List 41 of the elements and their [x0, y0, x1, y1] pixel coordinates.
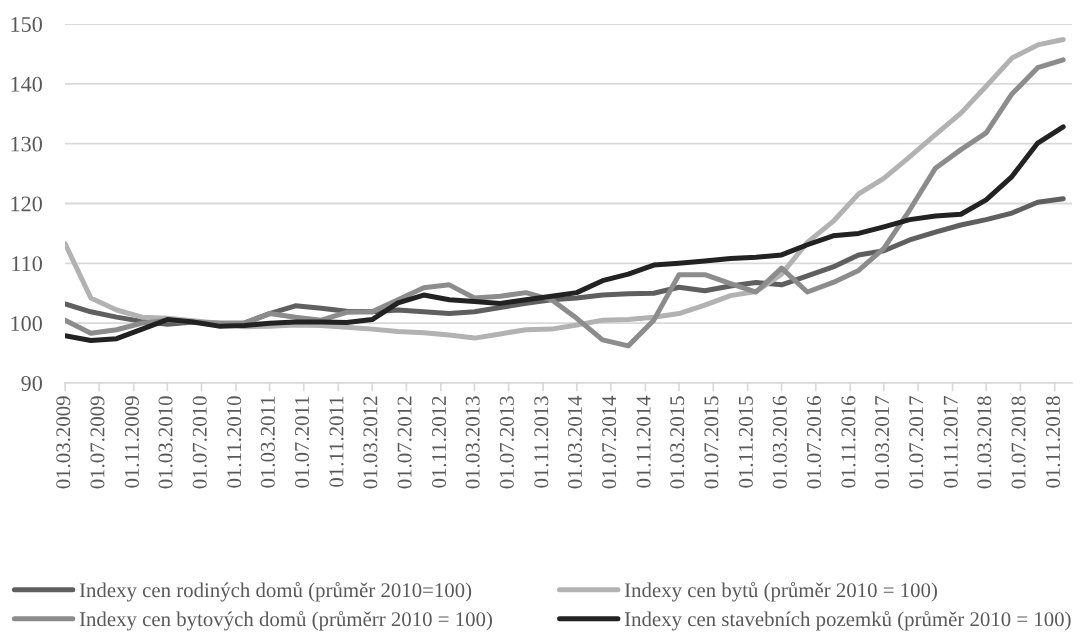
x-tick-label: 01.03.2017 — [875, 396, 890, 489]
x-tick-label: 01.07.2017 — [909, 396, 924, 489]
x-tick-label: 01.03.2009 — [56, 396, 71, 489]
x-tick-label: 01.07.2015 — [704, 396, 719, 489]
x-tick-label: 01.07.2016 — [806, 396, 822, 489]
y-tick-label: 100 — [11, 316, 42, 332]
x-tick-label: 01.11.2013 — [534, 396, 549, 488]
legend-label: Indexy cen bytů (průměr 2010 = 100) — [624, 581, 937, 602]
x-tick-label: 01.03.2015 — [670, 396, 685, 489]
x-tick-label: 01.07.2009 — [90, 396, 105, 489]
x-tick-label: 01.03.2012 — [363, 396, 378, 489]
x-tick-label: 01.11.2011 — [329, 396, 344, 487]
x-tick-label: 01.11.2009 — [124, 396, 140, 488]
x-tick-label: 01.07.2013 — [499, 396, 514, 489]
x-tick-label: 01.03.2010 — [158, 396, 173, 489]
legend-label: Indexy cen rodiných domů (průměr 2010=100) — [79, 581, 472, 602]
y-tick-label: 90 — [21, 375, 42, 391]
x-tick-label: 01.03.2016 — [772, 396, 787, 489]
x-tick-label: 01.03.2018 — [977, 396, 992, 489]
x-tick-label: 01.11.2014 — [636, 395, 651, 488]
y-tick-label: 150 — [11, 16, 42, 32]
x-tick-label: 01.11.2010 — [227, 396, 242, 488]
legend-label: Indexy cen bytových domů (průměrr 2010 = 100) — [79, 610, 492, 631]
x-tick-label: 01.11.2018 — [1045, 396, 1061, 488]
x-tick-label: 01.11.2015 — [738, 396, 753, 488]
x-tick-label: 01.11.2017 — [943, 396, 958, 488]
legend-label: Indexy cen stavebních pozemků (průměr 2010 = 100) — [624, 610, 1071, 631]
x-tick-label: 01.07.2014 — [602, 395, 617, 489]
x-tick-label: 01.11.2012 — [431, 396, 447, 488]
x-tick-label: 01.03.2013 — [465, 396, 480, 489]
x-tick-label: 01.07.2018 — [1011, 396, 1026, 489]
x-tick-label: 01.11.2016 — [841, 396, 856, 488]
y-tick-label: 140 — [11, 76, 42, 92]
x-tick-label: 01.07.2010 — [192, 396, 207, 489]
x-tick-label: 01.03.2014 — [567, 395, 583, 489]
y-tick-label: 120 — [11, 196, 42, 212]
y-tick-label: 130 — [11, 136, 42, 152]
y-tick-label: 110 — [12, 256, 42, 272]
x-tick-label: 01.07.2012 — [397, 396, 412, 489]
x-tick-label: 01.07.2011 — [294, 396, 310, 488]
x-tick-label: 01.03.2011 — [260, 396, 275, 488]
